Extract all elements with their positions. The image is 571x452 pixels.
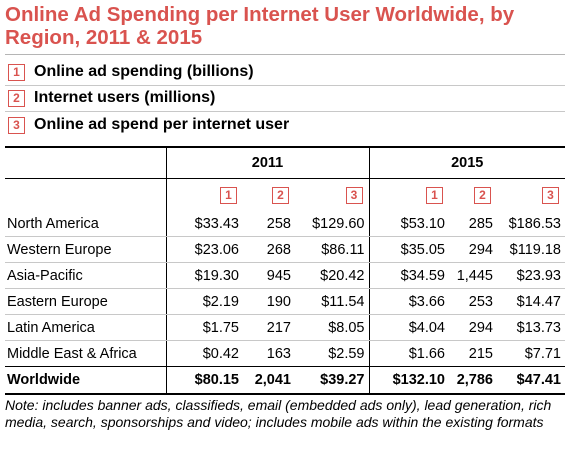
value-cell: $34.59 (369, 262, 449, 289)
value-cell: $13.73 (497, 314, 565, 341)
legend-divider (5, 85, 565, 86)
region-label: Latin America (5, 314, 167, 341)
value-cell: $35.05 (369, 236, 449, 263)
column-number-box: 3 (345, 186, 363, 204)
column-number-cell: 1 (166, 179, 243, 212)
value-cell: $132.10 (369, 366, 449, 395)
title-divider (5, 54, 565, 55)
value-cell: $1.66 (369, 340, 449, 367)
value-cell: $11.54 (295, 288, 370, 315)
table-row: Asia-Pacific $19.30 945 $20.42 $34.59 1,445 $2… (5, 262, 565, 289)
value-cell: 1,445 (449, 262, 497, 289)
table-row-total: Worldwide $80.15 2,041 $39.27 $132.10 2,… (5, 366, 565, 395)
header-blank-cell (5, 148, 167, 179)
value-cell: $4.04 (369, 314, 449, 341)
table-top-rule (5, 146, 565, 148)
legend-item-3: 3 Online ad spend per internet user (8, 115, 289, 135)
value-cell: $39.27 (295, 366, 370, 395)
column-number-box: 3 (542, 186, 559, 204)
value-cell: $2.59 (295, 340, 370, 367)
value-cell: 285 (449, 211, 497, 237)
region-label: Western Europe (5, 236, 167, 263)
value-cell: $86.11 (295, 236, 370, 263)
legend-label: Online ad spending (billions) (34, 63, 254, 80)
column-number-cell: 1 (369, 179, 449, 212)
table-row: Eastern Europe $2.19 190 $11.54 $3.66 253 $14.… (5, 288, 565, 315)
footnote: Note: includes banner ads, classifieds, … (5, 397, 552, 430)
data-table: 2011 2015 1 2 3 1 2 3 North America $33.4… (5, 148, 565, 395)
region-label: Asia-Pacific (5, 262, 167, 289)
table-row: Western Europe $23.06 268 $86.11 $35.05 294 $1… (5, 236, 565, 263)
legend-number-box: 2 (8, 89, 25, 107)
legend-number-box: 1 (8, 63, 25, 81)
header-blank-cell (5, 178, 167, 211)
table-row: Latin America $1.75 217 $8.05 $4.04 294 $13.73 (5, 314, 565, 341)
column-number-box: 1 (220, 186, 237, 204)
value-cell: $2.19 (166, 288, 243, 315)
legend-label: Online ad spend per internet user (34, 116, 290, 133)
legend-number-box: 3 (8, 116, 25, 134)
legend-item-1: 1 Online ad spending (billions) (8, 62, 254, 82)
value-cell: $119.18 (497, 236, 565, 263)
value-cell: $129.60 (295, 211, 370, 237)
column-number-box: 1 (426, 186, 443, 204)
year-header-row: 2011 2015 (5, 148, 565, 179)
table-row: North America $33.43 258 $129.60 $53.10 285 $1… (5, 211, 565, 237)
value-cell: 2,786 (449, 366, 497, 395)
column-number-cell: 3 (497, 179, 565, 212)
value-cell: 253 (449, 288, 497, 315)
value-cell: $7.71 (497, 340, 565, 367)
value-cell: $0.42 (166, 340, 243, 367)
value-cell: $53.10 (369, 211, 449, 237)
value-cell: $19.30 (166, 262, 243, 289)
region-label: Worldwide (5, 366, 167, 395)
year-header-2011: 2011 (166, 148, 370, 179)
column-number-box: 2 (272, 186, 289, 204)
column-number-cell: 2 (449, 179, 497, 212)
value-cell: $3.66 (369, 288, 449, 315)
legend-label: Internet users (millions) (34, 89, 216, 106)
region-label: Eastern Europe (5, 288, 167, 315)
value-cell: 190 (243, 288, 295, 315)
value-cell: $80.15 (166, 366, 243, 395)
value-cell: $1.75 (166, 314, 243, 341)
value-cell: $186.53 (497, 211, 565, 237)
table-row: Middle East & Africa $0.42 163 $2.59 $1.66 21… (5, 340, 565, 367)
value-cell: 2,041 (243, 366, 295, 395)
value-cell: 945 (243, 262, 295, 289)
column-number-row: 1 2 3 1 2 3 (5, 178, 565, 212)
region-label: North America (5, 211, 167, 237)
value-cell: $23.06 (166, 236, 243, 263)
value-cell: 217 (243, 314, 295, 341)
value-cell: 268 (243, 236, 295, 263)
value-cell: 163 (243, 340, 295, 367)
value-cell: 215 (449, 340, 497, 367)
legend-item-2: 2 Internet users (millions) (8, 88, 215, 108)
value-cell: $20.42 (295, 262, 370, 289)
value-cell: $23.93 (497, 262, 565, 289)
value-cell: $14.47 (497, 288, 565, 315)
value-cell: 294 (449, 314, 497, 341)
page-title: Online Ad Spending per Internet User Wor… (5, 3, 515, 49)
year-header-2015: 2015 (369, 148, 565, 179)
legend-divider (5, 111, 565, 112)
value-cell: $33.43 (166, 211, 243, 237)
column-number-cell: 3 (295, 178, 370, 211)
value-cell: $47.41 (497, 366, 565, 395)
value-cell: 258 (243, 211, 295, 237)
value-cell: $8.05 (295, 314, 370, 341)
column-number-cell: 2 (243, 179, 295, 212)
region-label: Middle East & Africa (5, 340, 167, 367)
column-number-box: 2 (474, 186, 491, 204)
value-cell: 294 (449, 236, 497, 263)
